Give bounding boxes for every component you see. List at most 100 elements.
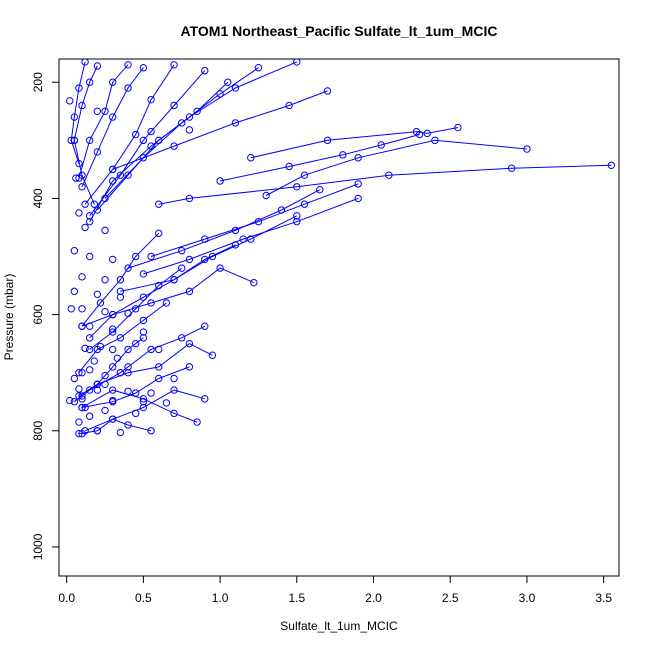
- data-point: [101, 371, 109, 380]
- data-point: [101, 107, 109, 115]
- series-line-28: [81, 232, 160, 327]
- data-point: [124, 345, 132, 354]
- data-point: [170, 409, 178, 418]
- data-point: [170, 374, 178, 383]
- data-point: [300, 171, 309, 179]
- x-axis: 0.0 0.5 1.0 1.5 2.0 2.5 3.0 3.5: [58, 575, 612, 605]
- data-point: [101, 380, 109, 389]
- data-point: [78, 273, 86, 281]
- data-point: [170, 276, 178, 284]
- data-point: [93, 62, 102, 70]
- data-point: [607, 161, 616, 170]
- data-point: [147, 427, 155, 435]
- data-point: [415, 130, 424, 139]
- data-point: [239, 235, 247, 243]
- data-point: [262, 191, 270, 200]
- data-point: [231, 84, 240, 92]
- data-point: [132, 339, 140, 348]
- y-tick-label: 800: [31, 420, 45, 440]
- data-point: [185, 255, 194, 264]
- data-point: [70, 287, 79, 296]
- data-point: [75, 368, 83, 377]
- data-point: [81, 223, 89, 232]
- x-tick-label: 2.0: [365, 591, 382, 605]
- data-point: [124, 363, 132, 371]
- data-point: [116, 287, 125, 296]
- data-point: [247, 154, 255, 162]
- data-point: [155, 281, 163, 290]
- data-point: [224, 78, 232, 86]
- data-point: [85, 136, 94, 145]
- data-point: [116, 293, 125, 301]
- y-tick-label: 200: [31, 72, 45, 92]
- series-line-0: [158, 164, 612, 205]
- data-point: [124, 387, 132, 395]
- data-point: [78, 305, 86, 313]
- data-point: [132, 409, 140, 418]
- series-line-25: [78, 302, 167, 374]
- series-line-18: [81, 267, 254, 327]
- data-point: [155, 136, 163, 145]
- data-point: [201, 255, 209, 264]
- data-point: [93, 290, 102, 298]
- data-point: [75, 418, 83, 426]
- x-tick-label: 1.5: [288, 591, 305, 605]
- data-point: [124, 84, 132, 92]
- data-point: [354, 180, 362, 188]
- data-point: [113, 354, 122, 362]
- x-tick-label: 3.5: [595, 591, 612, 605]
- data-point: [385, 171, 393, 179]
- data-point: [147, 389, 155, 397]
- data-point: [124, 61, 132, 69]
- data-point: [93, 386, 102, 394]
- data-point: [85, 366, 94, 374]
- data-point: [108, 363, 117, 371]
- data-point: [155, 229, 163, 237]
- data-point: [155, 374, 163, 383]
- y-tick-label: 600: [31, 304, 45, 324]
- data-point: [201, 322, 209, 330]
- x-tick-label: 3.0: [519, 591, 536, 605]
- data-point: [155, 363, 163, 371]
- data-point: [147, 95, 155, 104]
- x-axis-label: Sulfate_lt_1um_MCIC: [280, 619, 398, 633]
- data-point: [101, 307, 109, 316]
- data-point: [216, 264, 224, 272]
- data-point: [78, 322, 86, 330]
- data-point: [139, 316, 148, 325]
- data-point: [70, 398, 79, 406]
- data-point: [277, 206, 286, 214]
- data-point: [96, 342, 105, 351]
- data-point: [139, 398, 148, 406]
- data-point: [66, 97, 74, 105]
- data-point: [108, 165, 117, 174]
- data-point: [75, 159, 83, 168]
- data-point: [70, 136, 79, 145]
- data-point: [75, 429, 83, 438]
- data-point: [85, 78, 94, 86]
- series-line-16: [73, 65, 98, 205]
- data-point: [93, 380, 102, 389]
- data-point: [285, 101, 293, 110]
- data-point: [147, 127, 155, 136]
- series-line-2: [250, 127, 458, 159]
- data-point: [431, 136, 439, 145]
- data-point: [70, 113, 79, 121]
- data-point: [185, 126, 194, 134]
- series-line-11: [97, 81, 229, 211]
- data-point: [108, 396, 117, 405]
- series-line-19: [89, 244, 236, 339]
- data-point: [75, 84, 83, 92]
- data-point: [132, 130, 140, 139]
- data-point: [170, 386, 178, 394]
- y-axis-label: Pressure (mbar): [2, 274, 16, 361]
- data-point: [85, 252, 94, 261]
- data-point: [78, 395, 86, 403]
- data-point: [208, 252, 217, 261]
- y-axis: 200 400 600 800 1000: [31, 72, 60, 560]
- data-point: [75, 209, 83, 217]
- data-point: [323, 87, 332, 95]
- plot-area: [66, 59, 616, 438]
- data-point: [178, 246, 186, 255]
- data-point: [231, 119, 240, 127]
